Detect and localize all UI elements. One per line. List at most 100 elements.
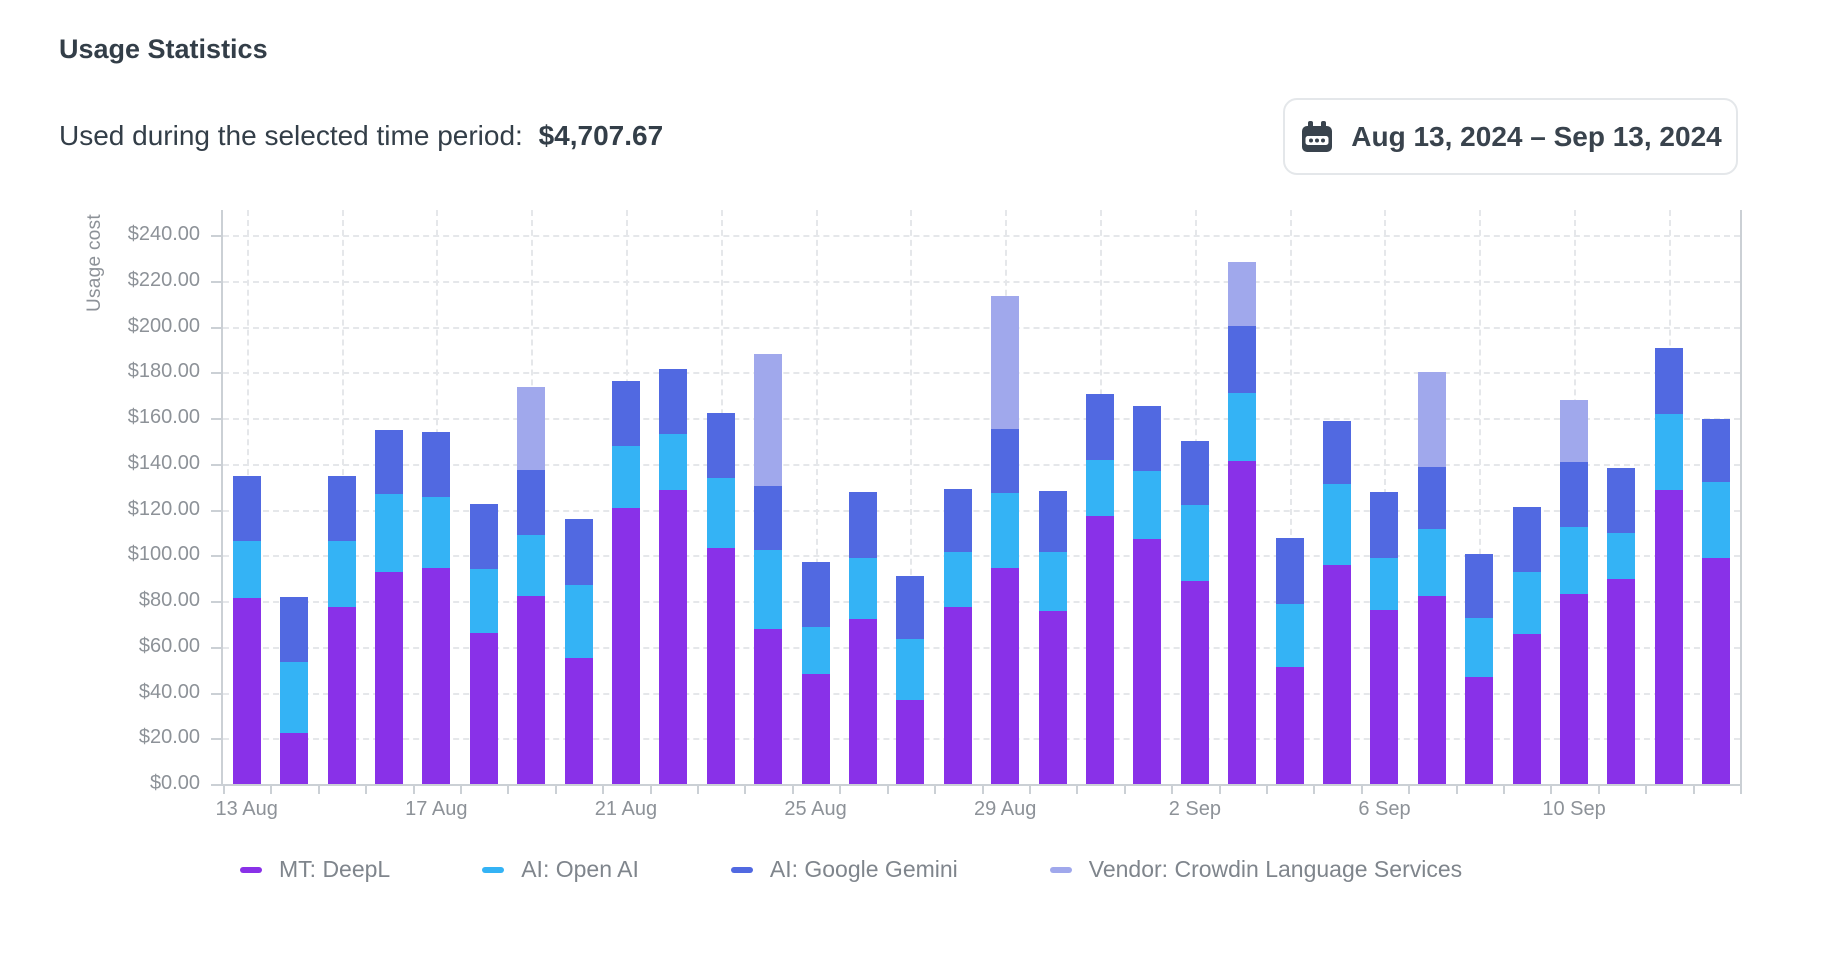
y-axis-tick-label: $40.00 [138,680,200,703]
horizontal-gridline [223,509,1740,512]
x-axis-tick [1692,786,1695,794]
bar-segment [1370,491,1399,558]
bar-segment [611,380,640,447]
bar-segment [280,596,309,662]
bar-segment [1228,326,1257,393]
bar-segment [232,541,261,598]
bar-segment [801,673,830,784]
bar-segment [422,431,451,498]
bar-segment [1560,399,1589,463]
vertical-gridline [815,210,818,784]
x-axis-tick [1076,786,1079,794]
bar-segment [943,488,972,553]
bar-segment [1323,420,1352,484]
x-axis-tick [507,786,510,794]
y-axis-tick-label: $220.00 [127,268,200,291]
x-axis-tick [839,786,842,794]
bar-segment [1702,482,1731,558]
y-axis-tick [211,601,221,604]
bar-segment [706,548,735,784]
bar-segment [422,568,451,784]
bar-segment [943,552,972,608]
bar-segment [1323,483,1352,565]
bar-segment [374,571,403,784]
x-axis-tick [1265,786,1268,794]
x-axis-tick [1360,786,1363,794]
x-axis-tick [1455,786,1458,794]
horizontal-gridline [223,372,1740,375]
y-axis-tick-label: $180.00 [127,360,200,383]
bar-segment [1417,595,1446,784]
y-axis-tick [211,280,221,283]
x-axis-tick [791,786,794,794]
legend-item[interactable]: Vendor: Crowdin Language Services [1049,856,1462,883]
bar-segment [232,475,261,542]
bar-segment [327,541,356,607]
legend-label: AI: Google Gemini [769,856,958,882]
bar-segment [848,491,877,558]
period-total-value: $4,707.67 [538,120,664,151]
x-axis-tick [1550,786,1553,794]
legend-marker [482,866,505,873]
horizontal-gridline [223,601,1740,604]
x-axis-tick [1218,786,1221,794]
date-range-picker[interactable]: Aug 13, 2024 – Sep 13, 2024 [1283,98,1738,175]
bar-segment [564,519,593,585]
y-axis-tick-label: $200.00 [127,314,200,337]
x-axis-tick-label: 2 Sep [1168,798,1221,820]
bar-segment [1038,490,1067,552]
bar-segment [1133,470,1162,540]
vertical-gridline [910,210,913,784]
x-axis-tick [317,786,320,794]
bar-segment [1607,468,1636,534]
x-axis-tick-label: 29 Aug [974,798,1037,820]
bar-segment [991,567,1020,784]
bar-segment [1607,578,1636,784]
page-title: Usage Statistics [59,34,268,64]
bar-segment [1702,557,1731,784]
bar-segment [991,295,1020,429]
bar-segment [754,486,783,551]
legend-item[interactable]: AI: Open AI [482,856,639,883]
bar-segment [1133,405,1162,471]
bar-segment [1038,611,1067,784]
x-axis-tick [1740,786,1742,794]
bar-segment [517,470,546,535]
bar-segment [374,494,403,572]
legend-item[interactable]: MT: DeepL [240,856,390,883]
bar-segment [564,658,593,784]
bar-segment [1512,633,1541,784]
x-axis-tick [1313,786,1316,794]
bar-segment [1275,603,1304,667]
y-axis-tick-label: $100.00 [127,543,200,566]
bar-segment [896,700,925,784]
horizontal-gridline [223,418,1740,421]
period-summary: Used during the selected time period: $4… [59,120,663,152]
legend-marker [1049,866,1072,873]
legend-label: MT: DeepL [279,856,391,882]
bar-segment [517,534,546,597]
y-axis-tick-label: $20.00 [138,726,200,749]
horizontal-gridline [223,326,1740,329]
horizontal-gridline [223,555,1740,558]
x-axis-tick [1408,786,1411,794]
bar-segment [1654,413,1683,490]
bar-segment [232,597,261,784]
bar-segment [374,430,403,495]
y-axis-tick-label: $80.00 [138,589,200,612]
x-axis-tick [412,786,415,794]
vertical-gridline [1479,210,1482,784]
bar-segment [469,569,498,634]
bar-segment [1180,504,1209,581]
x-axis-tick [886,786,889,794]
bar-segment [848,557,877,620]
legend-item[interactable]: AI: Google Gemini [730,856,958,883]
legend-marker [730,866,753,873]
x-axis-tick [981,786,984,794]
y-axis-tick [211,372,221,375]
y-axis-tick [211,646,221,649]
bar-segment [896,575,925,640]
bar-segment [801,627,830,674]
y-axis-tick [211,326,221,329]
horizontal-gridline [223,738,1740,741]
